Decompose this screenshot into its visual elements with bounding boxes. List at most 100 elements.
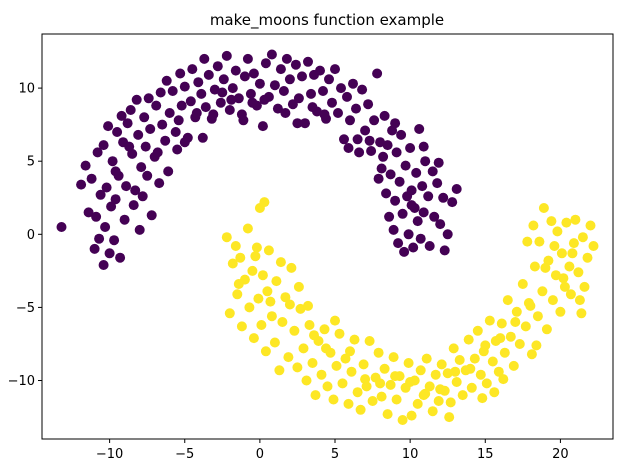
data-point bbox=[187, 64, 198, 75]
data-point bbox=[340, 353, 351, 364]
data-point bbox=[256, 320, 267, 330]
data-point bbox=[179, 137, 190, 148]
data-point bbox=[466, 382, 477, 393]
data-point bbox=[321, 343, 331, 354]
data-point bbox=[304, 320, 315, 330]
data-point bbox=[339, 134, 349, 145]
data-point bbox=[110, 194, 121, 205]
data-point bbox=[421, 353, 432, 364]
data-point bbox=[366, 146, 377, 156]
data-point bbox=[376, 391, 387, 402]
data-point bbox=[280, 108, 291, 118]
data-point bbox=[119, 214, 130, 225]
data-point bbox=[574, 295, 585, 306]
data-point bbox=[520, 321, 531, 332]
data-point bbox=[86, 173, 97, 184]
data-point bbox=[327, 97, 337, 108]
data-point bbox=[390, 371, 401, 382]
data-point bbox=[435, 219, 446, 230]
data-point bbox=[196, 88, 207, 99]
data-point bbox=[345, 115, 355, 126]
data-point bbox=[83, 207, 94, 218]
data-point bbox=[528, 220, 539, 231]
x-tick-label: 5 bbox=[331, 447, 339, 462]
data-point bbox=[286, 262, 297, 273]
data-point bbox=[230, 241, 241, 251]
data-point bbox=[397, 208, 408, 219]
data-point bbox=[588, 241, 599, 251]
data-point bbox=[227, 258, 238, 269]
data-point bbox=[534, 236, 545, 247]
y-tick-label: 5 bbox=[27, 155, 35, 170]
data-point bbox=[378, 151, 389, 162]
data-point bbox=[136, 162, 147, 173]
data-point bbox=[197, 132, 208, 143]
data-point bbox=[565, 289, 576, 300]
data-point bbox=[324, 74, 334, 85]
data-point bbox=[348, 78, 358, 89]
data-point bbox=[161, 75, 172, 86]
data-point bbox=[385, 169, 396, 180]
data-point bbox=[146, 210, 157, 221]
data-point bbox=[400, 160, 411, 171]
data-point bbox=[91, 211, 102, 222]
data-point bbox=[224, 105, 235, 115]
data-point bbox=[175, 68, 186, 79]
data-point bbox=[384, 211, 395, 222]
data-point bbox=[541, 324, 552, 335]
data-point bbox=[330, 315, 340, 326]
data-point bbox=[556, 248, 567, 259]
data-point bbox=[367, 396, 378, 406]
data-point bbox=[257, 121, 268, 132]
y-tick-label: −5 bbox=[16, 301, 35, 316]
data-point bbox=[510, 317, 521, 327]
data-point bbox=[427, 406, 438, 417]
data-point bbox=[265, 296, 276, 307]
data-point bbox=[393, 238, 404, 249]
data-point bbox=[260, 346, 271, 357]
data-point bbox=[266, 49, 277, 60]
data-point bbox=[382, 409, 393, 420]
data-point bbox=[376, 163, 387, 174]
data-point bbox=[193, 77, 204, 88]
data-point bbox=[170, 127, 181, 137]
data-point bbox=[98, 260, 109, 270]
data-point bbox=[436, 359, 447, 370]
data-point bbox=[496, 318, 507, 329]
data-point bbox=[388, 224, 399, 235]
data-point bbox=[532, 311, 543, 322]
x-tick-label: 20 bbox=[552, 447, 569, 462]
data-point bbox=[298, 343, 309, 354]
data-point bbox=[203, 69, 214, 80]
data-point bbox=[236, 321, 247, 332]
data-point bbox=[131, 94, 142, 105]
data-point bbox=[547, 295, 558, 306]
data-point bbox=[292, 362, 303, 373]
data-point bbox=[391, 147, 402, 158]
data-point bbox=[101, 182, 112, 193]
data-point bbox=[122, 118, 133, 129]
data-point bbox=[424, 241, 435, 251]
data-point bbox=[472, 325, 483, 336]
data-point bbox=[89, 243, 100, 254]
data-point bbox=[406, 200, 417, 211]
data-point bbox=[355, 404, 366, 415]
data-point bbox=[109, 235, 120, 246]
data-point bbox=[498, 374, 509, 385]
data-point bbox=[579, 281, 590, 292]
data-point bbox=[385, 379, 396, 390]
data-point bbox=[227, 83, 238, 94]
data-point bbox=[98, 140, 109, 151]
data-point bbox=[450, 366, 461, 377]
data-point bbox=[343, 398, 354, 409]
data-point bbox=[531, 340, 542, 351]
data-point bbox=[95, 189, 106, 200]
data-point bbox=[415, 233, 426, 244]
data-point bbox=[351, 103, 361, 114]
data-point bbox=[502, 295, 513, 306]
data-point bbox=[522, 236, 533, 247]
data-point bbox=[396, 129, 407, 140]
data-point bbox=[208, 109, 219, 120]
data-point bbox=[259, 94, 270, 105]
